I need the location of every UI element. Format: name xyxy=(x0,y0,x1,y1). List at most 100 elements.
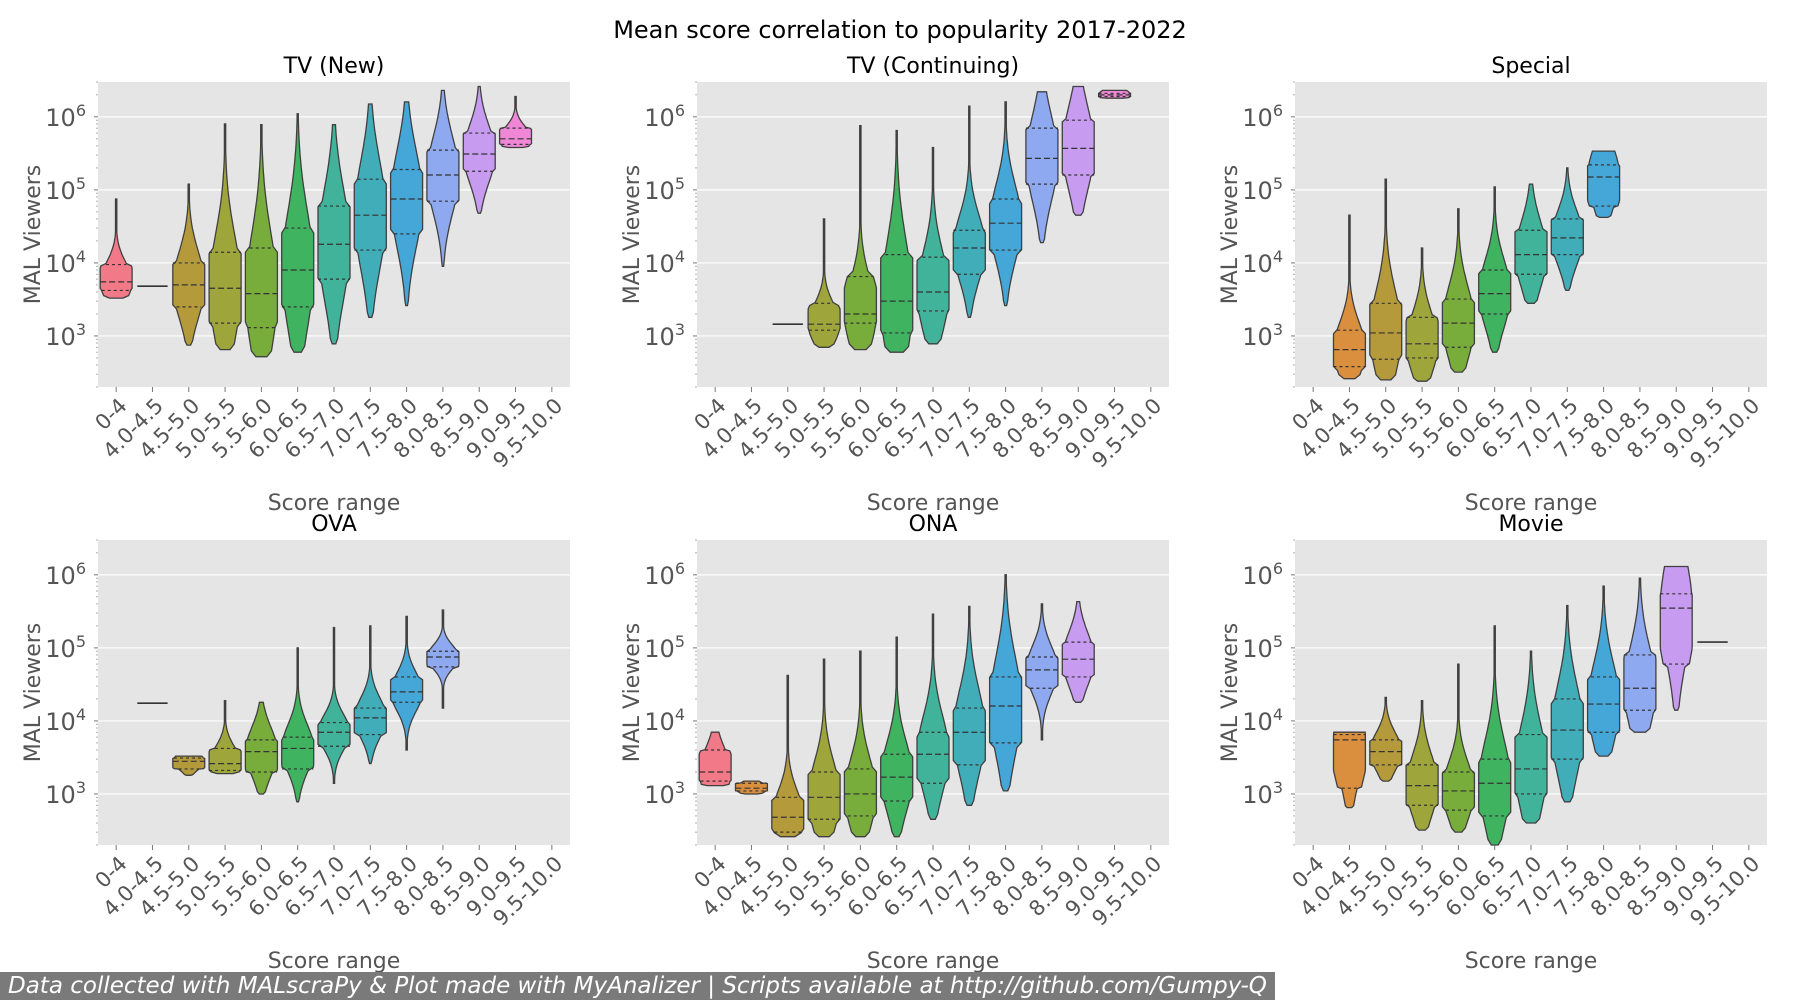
y-tick-label: 106 xyxy=(644,101,685,132)
y-tick-label: 106 xyxy=(45,101,86,132)
violin xyxy=(988,574,1023,792)
panel-title: TV (Continuing) xyxy=(846,54,1019,79)
x-axis-label: Score range xyxy=(268,949,401,974)
violin xyxy=(426,89,460,267)
violin xyxy=(1405,699,1439,831)
x-axis-label: Score range xyxy=(1465,949,1598,974)
y-tick-label: 105 xyxy=(1242,174,1283,205)
panel-title: ONA xyxy=(909,512,958,537)
x-axis-label: Score range xyxy=(1465,491,1598,516)
violin xyxy=(1405,247,1439,382)
violin xyxy=(880,129,914,353)
violin xyxy=(1514,650,1548,824)
violin xyxy=(807,218,841,348)
violin xyxy=(1369,178,1403,381)
figure-title: Mean score correlation to popularity 201… xyxy=(613,16,1187,44)
y-tick-label: 103 xyxy=(1242,778,1283,809)
y-tick-label: 103 xyxy=(1242,320,1283,351)
y-tick-label: 103 xyxy=(45,778,86,809)
violin xyxy=(1623,577,1657,733)
violin xyxy=(771,674,805,838)
y-tick-label: 105 xyxy=(45,174,86,205)
violin xyxy=(208,123,242,351)
violin xyxy=(281,647,315,803)
violin xyxy=(1586,585,1621,757)
violin xyxy=(244,124,279,358)
violin xyxy=(426,609,460,709)
y-tick-label: 104 xyxy=(45,247,86,278)
violin xyxy=(916,146,950,345)
violin xyxy=(1586,150,1621,219)
y-axis-label: MAL Viewers xyxy=(1218,623,1243,763)
violin xyxy=(952,605,986,806)
y-tick-label: 104 xyxy=(1242,705,1283,736)
violin xyxy=(281,113,315,353)
x-axis-label: Score range xyxy=(867,491,1000,516)
panel-title: OVA xyxy=(311,512,357,537)
y-tick-label: 105 xyxy=(1242,632,1283,663)
violin xyxy=(880,636,914,838)
y-tick-label: 106 xyxy=(1242,559,1283,590)
y-tick-label: 103 xyxy=(644,778,685,809)
violin xyxy=(843,124,878,351)
violin xyxy=(1332,214,1367,380)
credit-banner: Data collected with MALscraPy & Plot mad… xyxy=(0,972,1275,1000)
panel-title: TV (New) xyxy=(283,54,385,79)
y-tick-label: 105 xyxy=(45,632,86,663)
violin xyxy=(843,650,878,838)
violin xyxy=(807,658,841,838)
y-axis-label: MAL Viewers xyxy=(1218,165,1243,305)
y-tick-label: 104 xyxy=(1242,247,1283,278)
violin xyxy=(99,198,133,299)
violin xyxy=(1025,603,1059,741)
violin xyxy=(172,183,206,346)
x-axis-label: Score range xyxy=(867,949,1000,974)
y-tick-label: 103 xyxy=(45,320,86,351)
violin xyxy=(317,626,351,784)
y-tick-label: 104 xyxy=(644,705,685,736)
y-tick-label: 105 xyxy=(644,174,685,205)
violin xyxy=(317,124,351,345)
y-tick-label: 106 xyxy=(45,559,86,590)
panel-title: Movie xyxy=(1498,512,1563,537)
violin xyxy=(1441,208,1476,373)
violin xyxy=(353,625,387,765)
violin xyxy=(952,105,986,318)
violin xyxy=(1025,91,1059,244)
violin xyxy=(1478,625,1512,846)
y-tick-label: 103 xyxy=(644,320,685,351)
violin xyxy=(389,101,424,307)
y-axis-label: MAL Viewers xyxy=(21,165,46,305)
y-axis-label: MAL Viewers xyxy=(620,623,645,763)
y-axis-label: MAL Viewers xyxy=(620,165,645,305)
violin xyxy=(916,613,950,820)
violin xyxy=(1550,604,1584,803)
violin xyxy=(1369,696,1403,782)
violin xyxy=(389,615,424,751)
violin xyxy=(208,699,242,775)
violin xyxy=(1514,183,1548,304)
x-axis-label: Score range xyxy=(268,491,401,516)
violin xyxy=(1659,565,1693,711)
y-tick-label: 104 xyxy=(644,247,685,278)
violin xyxy=(1332,731,1367,809)
panel-title: Special xyxy=(1491,54,1570,79)
violin xyxy=(1550,167,1584,292)
violin xyxy=(462,85,496,214)
y-tick-label: 106 xyxy=(1242,101,1283,132)
y-tick-label: 106 xyxy=(644,559,685,590)
y-axis-label: MAL Viewers xyxy=(21,623,46,763)
y-tick-label: 105 xyxy=(644,632,685,663)
violin xyxy=(1441,663,1476,833)
violin xyxy=(988,101,1023,307)
violin xyxy=(244,701,279,795)
y-tick-label: 104 xyxy=(45,705,86,736)
